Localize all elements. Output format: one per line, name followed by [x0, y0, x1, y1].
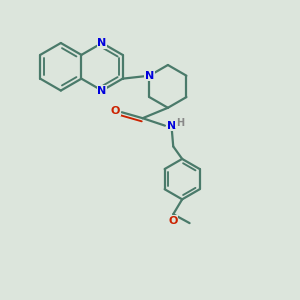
Text: N: N [98, 38, 106, 48]
Text: H: H [176, 118, 184, 128]
Text: N: N [145, 71, 154, 81]
Text: N: N [98, 85, 106, 96]
Text: N: N [167, 121, 176, 130]
Text: O: O [111, 106, 120, 116]
Text: O: O [169, 216, 178, 226]
